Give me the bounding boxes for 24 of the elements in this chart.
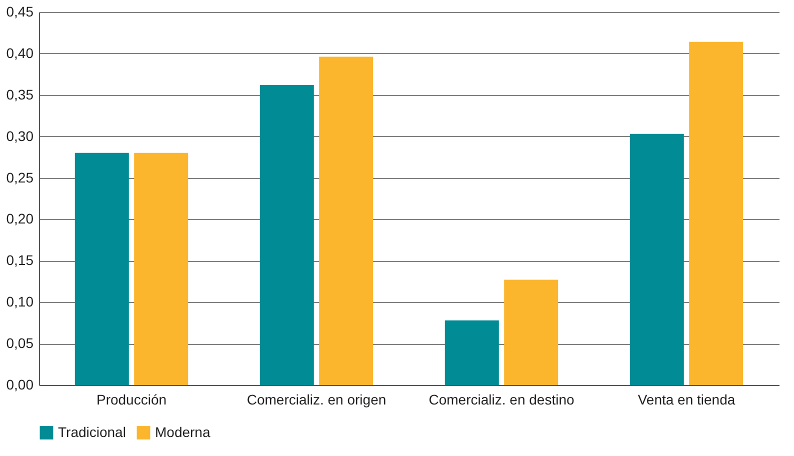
y-tick-label: 0,45 (6, 4, 34, 20)
bar (260, 84, 314, 385)
legend-label: Tradicional (58, 424, 126, 440)
bar (689, 42, 744, 385)
legend-label: Moderna (155, 424, 210, 440)
bar (630, 134, 684, 385)
bar (319, 56, 374, 385)
y-tick-label: 0,35 (6, 86, 34, 102)
y-tick-label: 0,40 (6, 44, 34, 61)
y-tick-label: 0,30 (6, 128, 34, 144)
x-tick-label: Comercializ. en destino (428, 392, 574, 408)
y-tick-label: 0,20 (6, 210, 34, 227)
y-tick-label: 0,10 (6, 294, 34, 310)
bar (134, 152, 188, 385)
y-tick-label: 0,00 (6, 376, 34, 392)
y-tick-label: 0,05 (6, 335, 34, 352)
y-tick-label: 0,25 (6, 169, 34, 186)
bar (504, 280, 558, 385)
x-tick-label: Venta en tienda (638, 392, 736, 408)
x-tick-label: Comercializ. en origen (246, 392, 386, 408)
bar (444, 320, 499, 385)
y-tick-label: 0,15 (6, 252, 34, 268)
x-tick-label: Producción (96, 392, 167, 408)
bar (74, 152, 129, 385)
